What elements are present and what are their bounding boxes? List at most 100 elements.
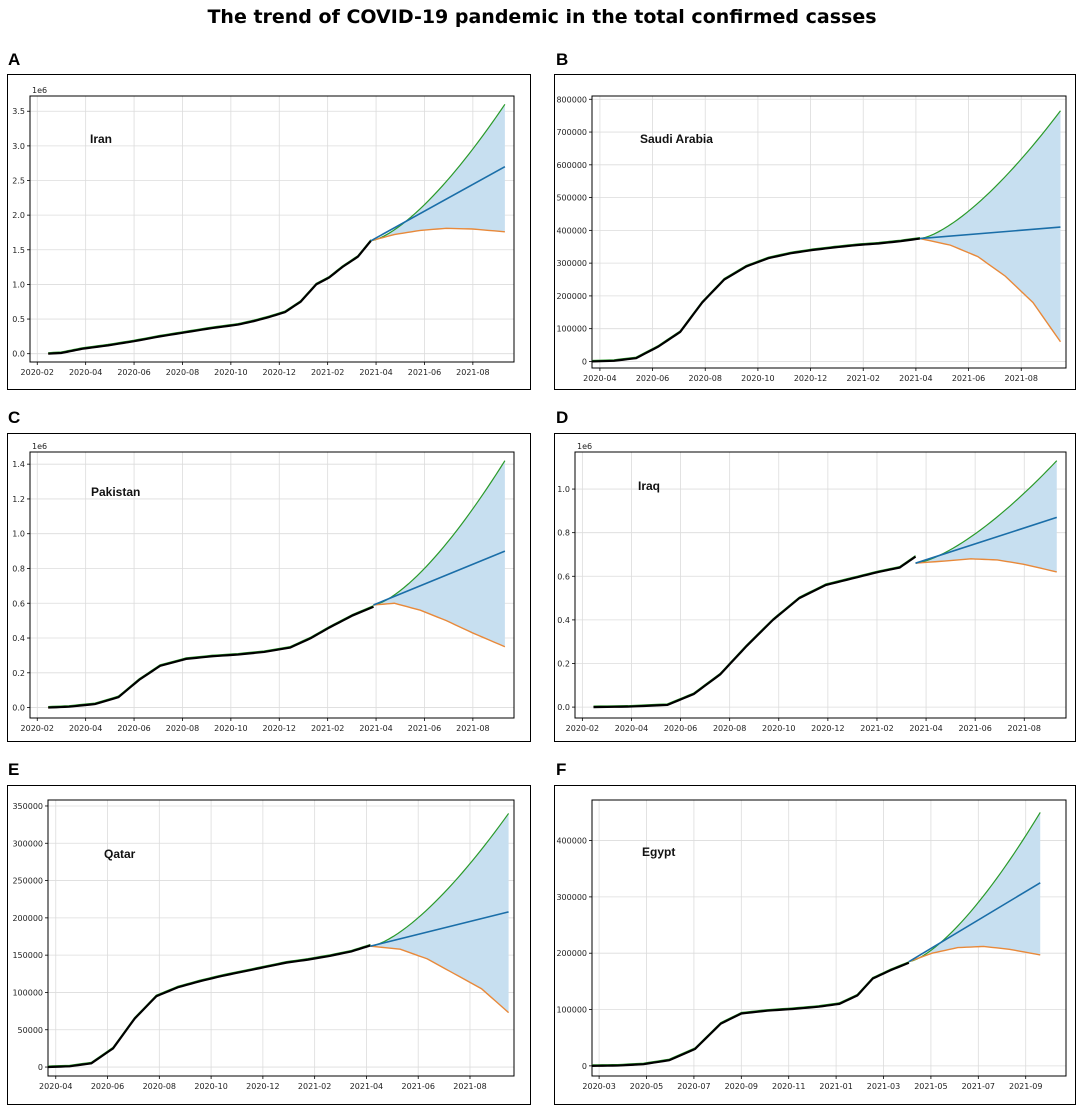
panel-c-observed-line <box>48 605 374 709</box>
panel-f-x-tick-label: 2020-03 <box>582 1082 615 1091</box>
panel-b-y-tick-label: 400000 <box>556 226 587 235</box>
panel-b-y-tick-label: 100000 <box>556 325 587 334</box>
panel-letter-d: D <box>556 408 569 427</box>
panel-letter-b: B <box>556 50 569 69</box>
panel-b-confidence-band <box>919 110 1061 342</box>
panel-c-y-tick-label: 0.6 <box>12 599 25 608</box>
panel-d-observed-line <box>593 555 917 709</box>
panel-e-y-tick-label: 350000 <box>12 802 43 811</box>
panel-d-country-label: Iraq <box>638 479 660 493</box>
panel-c-x-tick-label: 2021-04 <box>359 724 392 733</box>
panel-d-plot-area <box>574 451 1067 719</box>
panel-e-country-label: Qatar <box>104 847 136 861</box>
panel-c-y-tick-label: 0.0 <box>12 704 25 713</box>
panel-c-y-tick-label: 0.4 <box>12 634 25 643</box>
panel-a-y-tick-label: 1.5 <box>12 246 25 255</box>
panel-a-x-tick-label: 2020-04 <box>69 368 102 377</box>
panel-a-lower-forecast-line <box>370 227 505 242</box>
panel-e-x-tick-label: 2020-04 <box>39 1082 72 1091</box>
panel-a-x-tick-label: 2021-02 <box>311 368 344 377</box>
panel-a-x-tick-label: 2020-10 <box>214 368 247 377</box>
figure-title: The trend of COVID-19 pandemic in the to… <box>207 6 877 28</box>
panel-c-y-tick-label: 1.4 <box>12 460 25 469</box>
panel-d-confidence-band <box>915 460 1057 572</box>
panel-a-x-tick-label: 2020-02 <box>21 368 54 377</box>
panel-c-scale-label: 1e6 <box>32 442 47 451</box>
panel-d-x-tick-label: 2020-04 <box>615 724 648 733</box>
panel-c-x-tick-label: 2020-06 <box>117 724 150 733</box>
panel-f-x-tick-label: 2021-09 <box>1009 1082 1042 1091</box>
panel-b-y-tick-label: 0 <box>582 357 587 366</box>
panel-b-plot-frame <box>591 95 1067 369</box>
panel-f-confidence-band <box>908 812 1041 962</box>
panel-b-observed-line <box>591 237 921 363</box>
panel-b-x-tick-label: 2020-10 <box>741 374 774 383</box>
panel-f-x-tick-label: 2020-11 <box>772 1082 805 1091</box>
panel-d-x-tick-label: 2021-06 <box>958 724 991 733</box>
panel-d-central-forecast-line <box>915 516 1058 564</box>
panel-f-x-tick-label: 2020-05 <box>630 1082 663 1091</box>
panel-b-x-tick-label: 2020-06 <box>636 374 669 383</box>
panel-f-y-tick-label: 0 <box>582 1062 587 1071</box>
panel-c-lower-forecast-line <box>373 602 506 648</box>
panel-a-y-tick-label: 3.5 <box>12 107 25 116</box>
panel-c-confidence-band <box>373 460 505 647</box>
panel-b-y-tick-label: 500000 <box>556 194 587 203</box>
panel-e-x-tick-label: 2020-12 <box>246 1082 279 1091</box>
panel-c-upper-forecast-line <box>373 460 506 606</box>
panel-c-y-tick-label: 1.2 <box>12 495 25 504</box>
panel-a-x-tick-label: 2020-08 <box>166 368 199 377</box>
panel-d-scale-label: 1e6 <box>577 442 592 451</box>
panel-a-x-tick-label: 2020-12 <box>263 368 296 377</box>
panel-a-plot-frame <box>29 95 515 363</box>
panel-a-confidence-band <box>370 104 505 241</box>
panel-d-x-tick-label: 2021-04 <box>909 724 942 733</box>
panel-c-y-tick-label: 0.2 <box>12 669 25 678</box>
panel-b-x-tick-label: 2020-12 <box>794 374 827 383</box>
panel-a-y-tick-label: 1.0 <box>12 280 25 289</box>
panel-e-x-tick-label: 2021-06 <box>401 1082 434 1091</box>
panel-c-x-tick-label: 2021-08 <box>456 724 489 733</box>
panel-e-x-tick-label: 2021-02 <box>298 1082 331 1091</box>
panel-d-y-tick-label: 0.0 <box>557 703 570 712</box>
panel-f-y-tick-label: 300000 <box>556 893 587 902</box>
panel-f-x-tick-label: 2020-07 <box>677 1082 710 1091</box>
panel-a-observed-line <box>48 240 372 355</box>
panel-d-x-tick-label: 2020-02 <box>566 724 599 733</box>
panel-f-y-tick-label: 100000 <box>556 1006 587 1015</box>
panel-letter-f: F <box>556 760 567 779</box>
panel-e-y-tick-label: 50000 <box>18 1026 43 1035</box>
panel-f-lower-forecast-line <box>908 945 1041 963</box>
panel-f-plot-frame <box>591 799 1067 1077</box>
panel-b-upper-forecast-line <box>919 110 1061 240</box>
panel-e-y-tick-label: 200000 <box>12 914 43 923</box>
panel-b-x-tick-label: 2020-04 <box>583 374 616 383</box>
panel-a-scale-label: 1e6 <box>32 86 47 95</box>
panel-c-country-label: Pakistan <box>91 485 140 499</box>
panel-b-lower-forecast-line <box>919 237 1062 343</box>
panel-a-y-tick-label: 2.0 <box>12 211 25 220</box>
panel-d-x-tick-label: 2020-08 <box>713 724 746 733</box>
panel-c-x-tick-label: 2020-12 <box>263 724 296 733</box>
panel-c-x-tick-label: 2020-10 <box>214 724 247 733</box>
panel-e-x-tick-label: 2021-08 <box>453 1082 486 1091</box>
panel-a-y-tick-label: 3.0 <box>12 142 25 151</box>
panel-a-country-label: Iran <box>90 132 112 146</box>
panel-letter-a: A <box>8 50 21 69</box>
panel-e-y-tick-label: 250000 <box>12 877 43 886</box>
panel-b-x-tick-label: 2021-04 <box>899 374 932 383</box>
panel-e-confidence-band <box>370 813 509 1013</box>
panel-c-x-tick-label: 2020-02 <box>21 724 54 733</box>
panel-f-y-tick-label: 200000 <box>556 949 587 958</box>
panel-c-x-tick-label: 2020-04 <box>69 724 102 733</box>
panel-e-upper-forecast-line <box>370 813 510 947</box>
panel-a-x-tick-label: 2021-04 <box>359 368 392 377</box>
panel-d-plot-frame <box>574 451 1067 719</box>
panel-d-lower-forecast-line <box>915 558 1057 573</box>
panel-b-central-forecast-line <box>919 226 1061 240</box>
panel-f-x-tick-label: 2021-07 <box>962 1082 995 1091</box>
panel-f-x-tick-label: 2020-09 <box>725 1082 758 1091</box>
panel-d-y-tick-label: 0.2 <box>557 659 570 668</box>
panel-e-y-tick-label: 100000 <box>12 988 43 997</box>
